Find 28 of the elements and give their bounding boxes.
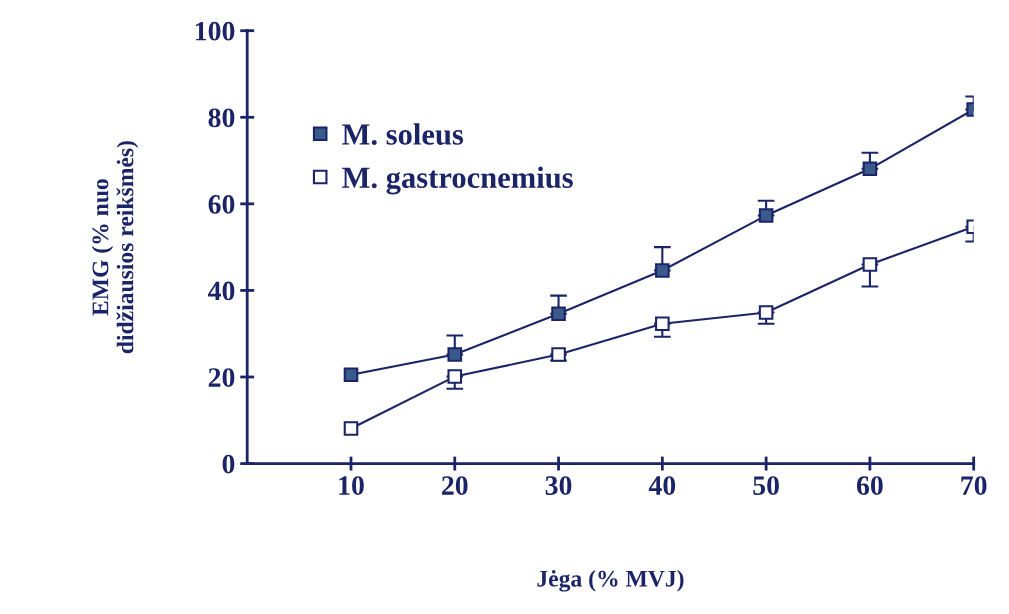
legend-label: M. soleus <box>342 123 464 145</box>
point <box>343 367 359 383</box>
point <box>758 305 774 320</box>
x-tick-label: 30 <box>545 476 572 495</box>
x-tick-label: 60 <box>856 476 883 495</box>
y-tick-label: 100 <box>195 21 235 41</box>
legend-label: M. gastrocnemius <box>342 166 573 195</box>
point <box>551 306 566 322</box>
x-axis-title: Jėga (% MVJ) <box>537 570 684 592</box>
x-tick-label: 20 <box>442 476 468 495</box>
x-tick-label: 10 <box>339 476 364 495</box>
x-tick-label: 50 <box>753 476 779 495</box>
point <box>862 257 878 272</box>
point <box>862 161 878 177</box>
point <box>655 316 670 332</box>
point <box>447 369 463 384</box>
x-tick-label: 40 <box>648 476 676 495</box>
point <box>758 208 774 223</box>
y-tick-label: 40 <box>208 281 235 301</box>
y-tick-label: 0 <box>222 454 235 474</box>
point <box>655 263 670 278</box>
y-tick-label: 60 <box>208 195 235 214</box>
x-tick-label: 70 <box>961 476 987 495</box>
point <box>447 347 463 362</box>
y-tick-label: 20 <box>208 368 235 387</box>
y-tick-label: 80 <box>208 108 235 128</box>
y-axis-title: EMG (% nuo didžiausios reikšmės) <box>91 141 139 354</box>
point <box>343 421 359 436</box>
